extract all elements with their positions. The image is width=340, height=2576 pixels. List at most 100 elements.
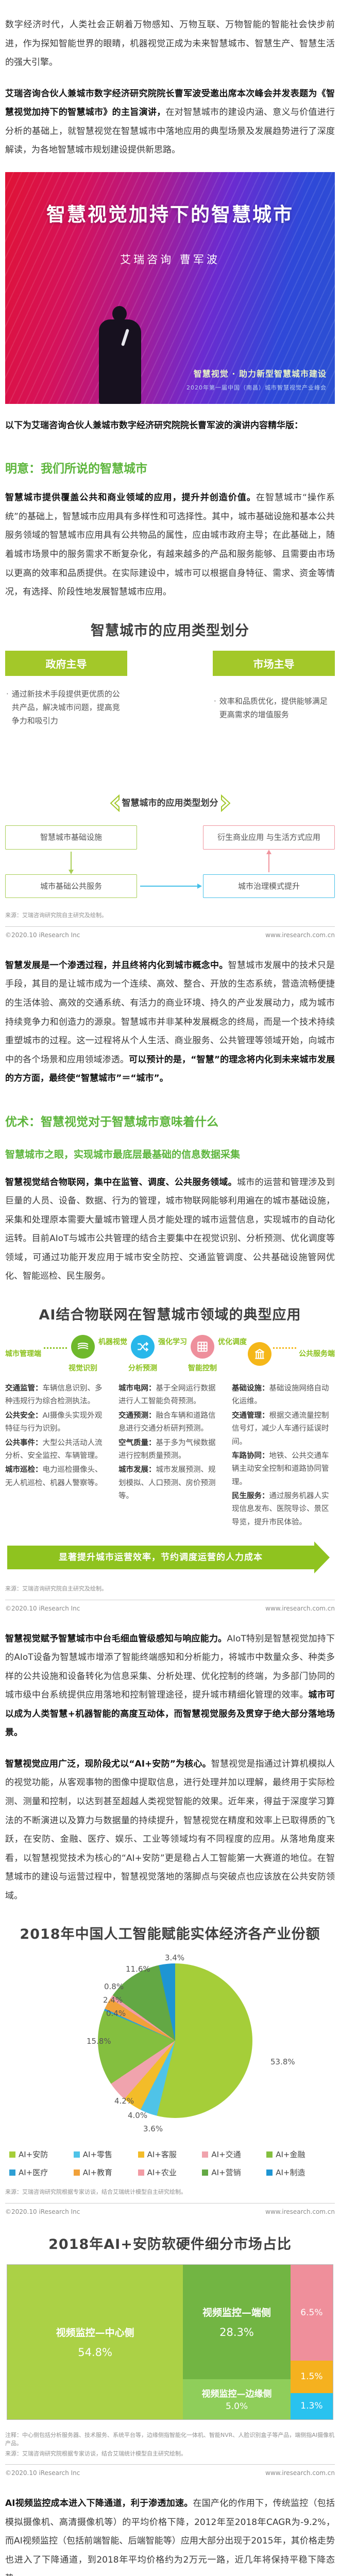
penetration-bold: 智慧发展是一个渗透过程，并且终将内化到城市概念中。 (5, 960, 228, 971)
chevron-right-icon (220, 794, 230, 812)
efficiency-arrow-banner: 显著提升城市运营效率，节约调度运营的人力成本 (7, 1541, 330, 1574)
pie-legend-swatch (9, 2169, 15, 2176)
cost-decline-bold: AI视频监控成本进入下降通道，利于渗透加速。 (5, 2498, 193, 2509)
figure-treemap: 2018年AI+安防软硬件细分市场占比 视频监控—中心侧 54.8% 视频监控—端… (5, 2233, 335, 2477)
figure-aiot-applications: AI结合物联网在智慧城市领域的典型应用 城市管理端 视觉识别 机器视觉 分析预测… (5, 1303, 335, 1612)
paragraph-penetration: 智慧发展是一个渗透过程，并且终将内化到城市概念中。智慧城市发展中的技术只是手段，… (5, 956, 335, 1088)
pie-label-traffic: 4.2% (114, 2096, 134, 2106)
arrow-up-pink (266, 849, 271, 872)
flow-node-service (248, 1342, 271, 1366)
iresearch-footer: ©2020.10 iResearch Inc www.iresearch.com.… (5, 926, 335, 939)
legend-item: AI+安防 (9, 2149, 74, 2160)
vision-node-icon (71, 1335, 95, 1359)
penetration-text: 智慧城市发展中的技术只是手段，其目的是让城市成为一个连续、高效、整合、开放的生态… (5, 960, 335, 1065)
aiot-item: 空气质量：基于多为气候数据进行控制质量预测。 (118, 1438, 216, 1460)
pie-legend-swatch (266, 2169, 273, 2176)
aiot-item: 交通监管：车辆信息识别、多种违规行为综合检测执法。 (5, 1384, 103, 1406)
capillary-bold2: 城市可以成为人类智慧+机器智能的高度互动体，而智慧视觉服务及贯穿于绝大部分落地场… (5, 1690, 335, 1738)
banner-speaker-name: 艾瑞咨询 曹军波 (120, 253, 220, 266)
legend-item: AI+交通 (202, 2149, 266, 2160)
smartcity-value-text: 在智慧城市“操作系统”的基础上，智慧城市应用具有多样性和可选择性。其中，城市基础… (5, 493, 335, 598)
pie-chart-title: 2018年中国人工智能赋能实体经济各产业份额 (20, 1926, 320, 1943)
figure-source: 来源：艾瑞咨询研究院根据专家访谈，结合艾瑞统计模型自主研究绘制。 (5, 2189, 186, 2196)
paragraph-security-core: 智慧视觉应用广泛，现阶段尤以“AI+安防”为核心。智慧视觉是指通过计算机模拟人的… (5, 1755, 335, 1905)
legend-item: AI+客服 (138, 2149, 202, 2160)
dispatch-label: 优化调度 (218, 1337, 247, 1346)
service-node-icon (248, 1342, 271, 1366)
aiot-column-control: 基础设施：基础设施网络自动化运维。 交通管理：根据交通流量控制信号灯，减少人车通… (232, 1382, 335, 1530)
aiot-item: 交通管理：根据交通流量控制信号灯，减少人车通行延误时间。 (232, 1411, 329, 1446)
aiot-item: 城市发展：城市发展预测、规划模拟、人口预测、房价预测等。 (118, 1466, 216, 1501)
flow-city-management-label: 城市管理端 (5, 1349, 41, 1358)
figure-source: 来源：艾瑞咨询研究院自主研究及绘制。 (5, 1585, 107, 1592)
cost-decline-text: 在国产化的作用下，传统监控（包括模拟摄像机、高清摄像机等）的平均价格下降，201… (5, 2498, 335, 2576)
aiot-column-analysis: 城市电网：基于全网运行数据进行人工智能负荷预测。 交通预测：融合车辆和道路信息进… (118, 1382, 222, 1530)
subsection-heading-1: 智慧城市之眼，实现城市最底层最基础的信息数据采集 (5, 1148, 241, 1160)
pie-legend-swatch (202, 2169, 209, 2176)
flow-public-service-label: 公共服务端 (299, 1349, 335, 1358)
aiot-columns: 交通监管：车辆信息识别、多种违规行为综合检测执法。 公共安全：AI摄像头实现外观… (5, 1382, 335, 1530)
aiot-text: 城市的运营和管理涉及到巨量的人员、设备、数据、行为的管理，城市物联网能够利用遍在… (5, 1177, 335, 1282)
pie-legend-swatch (73, 2169, 80, 2176)
figure-source: 来源：艾瑞咨询研究院自主研究及绘制。 (5, 912, 107, 919)
treemap-cell: 6.5% (290, 2264, 333, 2361)
pie-chart (98, 1963, 252, 2119)
flow-connector (273, 1347, 296, 1349)
banner-stripes-decoration (5, 172, 335, 404)
pie-legend-swatch (266, 2151, 273, 2158)
legend-item: AI+医疗 (9, 2167, 74, 2178)
aiot-item: 交通预测：融合车辆和道路信息进行交通分析研判预测。 (118, 1411, 216, 1433)
treemap-cell: 1.5% (290, 2360, 333, 2393)
copyright-text: ©2020.10 iResearch Inc (5, 1604, 80, 1612)
pie-label-agriculture: 0.8% (104, 1982, 124, 1992)
treemap-cell: 视频监控—中心侧 54.8% (7, 2264, 183, 2419)
section-heading-2: 优术：智慧视觉对于智慧城市意味着什么 (5, 1115, 218, 1129)
section-heading-1: 明意：我们所说的智慧城市 (5, 462, 147, 476)
flow-node-vision: 视觉识别 (69, 1335, 97, 1373)
copyright-text: ©2020.10 iResearch Inc (5, 2469, 80, 2477)
reinforcement-learning-label: 强化学习 (158, 1337, 187, 1346)
capillary-bold: 智慧视觉赋予智慧城市中台毛细血管级感知与响应能力。 (5, 1633, 227, 1644)
flow-node-analysis: 分析预测 (128, 1335, 157, 1373)
pie-label-security: 53.8% (270, 2057, 295, 2067)
box-derived-business: 衍生商业应用 与生活方式应用 (203, 825, 335, 850)
pie-label-retail: 3.6% (143, 2124, 163, 2134)
pie-legend: AI+安防 AI+零售 AI+客服 AI+交通 AI+金融 AI+医疗 AI+教… (9, 2149, 331, 2178)
pie-legend-swatch (138, 2151, 144, 2158)
chevron-left-icon (110, 794, 120, 812)
gov-led-bullet: 通过新技术手段提供更优质的公共产品，解决城市问题，提高竞争力和吸引力 (11, 689, 120, 726)
aiot-item: 基础设施：基础设施网络自动化运维。 (232, 1384, 329, 1406)
figure-application-types-title: 智慧城市的应用类型划分 (91, 622, 249, 639)
iresearch-footer: ©2020.10 iResearch Inc www.iresearch.com.… (5, 1599, 335, 1612)
pie-legend-swatch (73, 2151, 80, 2158)
treemap-chart: 视频监控—中心侧 54.8% 视频监控—端侧 28.3% 视频监控—边缘侧 5.0% … (7, 2264, 333, 2420)
figure-center-label: 智慧城市的应用类型划分 (122, 798, 218, 808)
aiot-item: 城市电网：基于全网运行数据进行人工智能负荷预测。 (118, 1384, 216, 1406)
pie-legend-swatch (202, 2151, 209, 2158)
website-url: www.iresearch.com.cn (265, 2208, 335, 2215)
speech-intro-bold: 艾瑞咨询合伙人兼城市数字经济研究院院长曹军波受邀出席本次峰会并发表题为《智慧视觉… (5, 88, 335, 118)
box-infrastructure: 智慧城市基础设施 (5, 825, 137, 850)
legend-item: AI+金融 (266, 2149, 331, 2160)
pie-legend-swatch (9, 2151, 15, 2158)
copyright-text: ©2020.10 iResearch Inc (5, 2208, 80, 2215)
treemap-cell: 视频监控—端侧 28.3% (183, 2264, 291, 2379)
banner-title: 智慧视觉加持下的智慧城市 (46, 203, 294, 226)
aiot-item: 车路协同：地铁、公共交通车辆主动安全控制和道路协同管理。 (232, 1451, 329, 1486)
security-core-bold: 智慧视觉应用广泛，现阶段尤以“AI+安防”为核心。 (5, 1758, 211, 1769)
arrow-down-green (68, 851, 74, 874)
control-node-icon (191, 1335, 214, 1359)
figure-note: 注释：中心侧包括分析服务器、技术服务、系统平台等，边缘侧指智能化一体机、智能NV… (5, 2431, 335, 2447)
treemap-cell: 1.3% (290, 2393, 333, 2419)
smartcity-value-bold: 智慧城市提供覆盖公共和商业领域的应用，提升并创造价值。 (5, 493, 256, 503)
paragraph-digest-note: 以下为艾瑞咨询合伙人兼城市数字经济研究院院长曹军波的演讲内容精华版： (5, 416, 335, 435)
figure-aiot-title: AI结合物联网在智慧城市领域的典型应用 (39, 1307, 301, 1324)
banner-footer: 智慧视觉 · 助力新型智慧城市建设 2020年第一届中国（南昌）城市智慧视觉产业… (186, 367, 327, 392)
pie-legend-swatch (138, 2169, 144, 2176)
banner-event-name: 2020年第一届中国（南昌）城市智慧视觉产业峰会 (186, 384, 327, 391)
iresearch-footer: ©2020.10 iResearch Inc www.iresearch.com.… (5, 2202, 335, 2215)
figure-source: 来源：艾瑞咨询研究院根据专家访谈，结合艾瑞统计模型自主研究绘制。 (5, 2450, 186, 2457)
bullet-dot: · (6, 689, 9, 699)
legend-item: AI+农业 (138, 2167, 202, 2178)
flow-node-control: 智能控制 (188, 1335, 217, 1373)
